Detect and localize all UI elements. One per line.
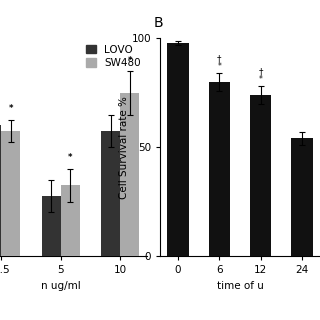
Legend: LOVO, SW480: LOVO, SW480: [84, 44, 142, 69]
Text: †: †: [259, 68, 263, 76]
Bar: [291, 139, 313, 256]
Text: B: B: [154, 16, 163, 30]
Bar: [209, 82, 230, 256]
X-axis label: time of u: time of u: [217, 281, 263, 291]
Text: *: *: [259, 75, 263, 84]
Text: *: *: [217, 62, 221, 71]
Bar: [167, 43, 189, 256]
Text: *: *: [68, 153, 73, 163]
Bar: [250, 95, 271, 256]
X-axis label: n ug/ml: n ug/ml: [41, 281, 81, 291]
Bar: [1, 131, 20, 320]
Text: †: †: [217, 54, 221, 63]
Y-axis label: Cell Survival rate %: Cell Survival rate %: [119, 96, 129, 199]
Bar: [0, 125, 1, 320]
Bar: [120, 93, 139, 320]
Bar: [101, 131, 120, 320]
Bar: [42, 196, 61, 320]
Text: *: *: [9, 104, 13, 114]
Bar: [61, 185, 80, 320]
Text: *: *: [128, 55, 132, 65]
